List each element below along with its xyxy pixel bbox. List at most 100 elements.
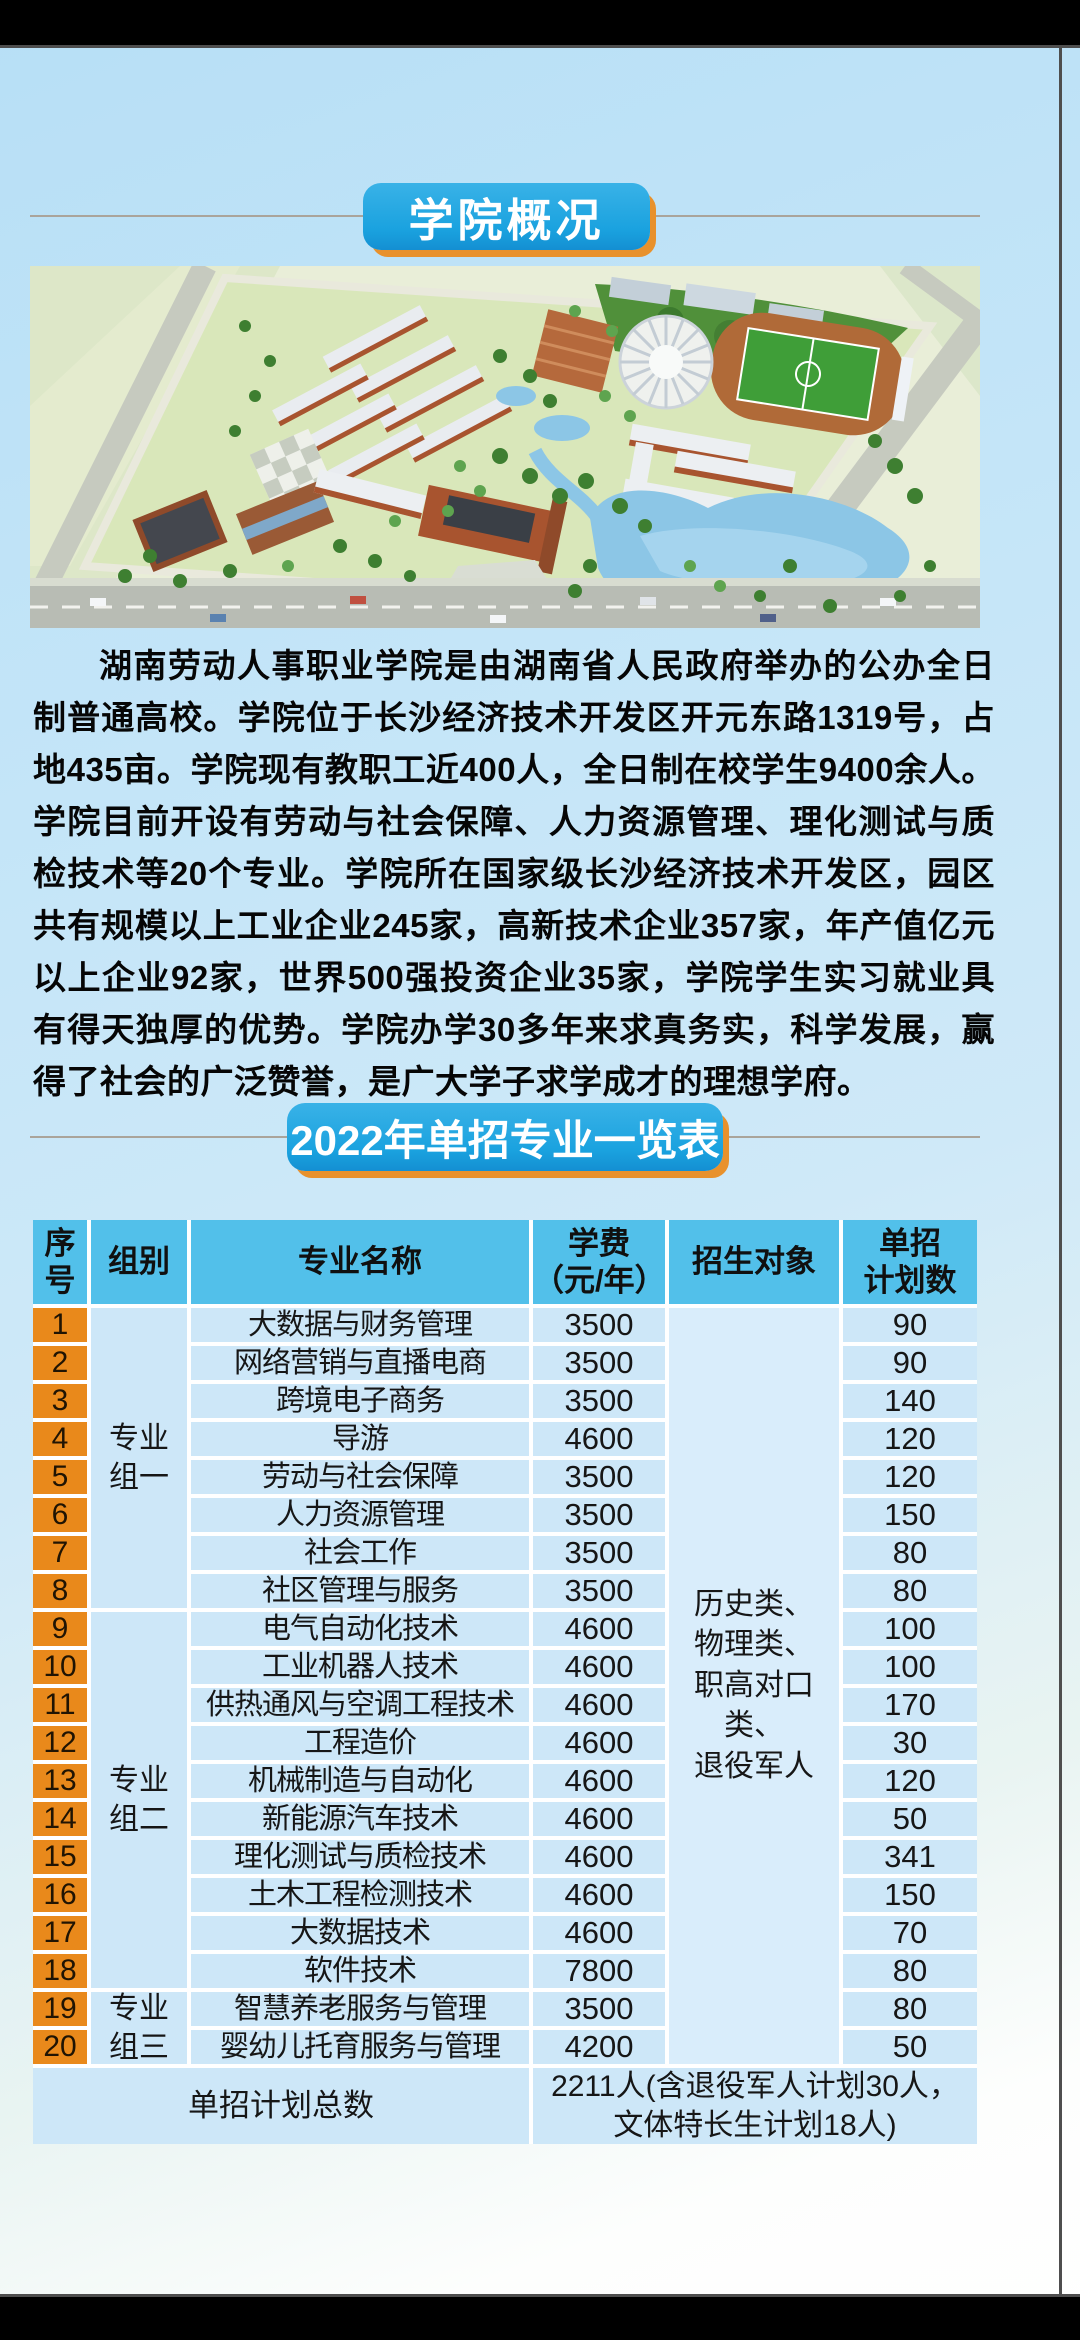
majors-table: 序 号组别 专业名称 学费 （元/年） 招生对象 单招 计划数 1 大数据与财务管理 3500… — [33, 1220, 977, 2144]
table-header-cell: 专业名称 — [191, 1220, 529, 1304]
trees — [118, 320, 936, 613]
major-name-cell: 机械制造与自动化 — [191, 1764, 529, 1798]
row-number-cell: 18 — [33, 1954, 87, 1988]
plan-count-cell: 120 — [843, 1421, 977, 1456]
row-number-cell: 7 — [33, 1536, 87, 1570]
major-name-cell: 工业机器人技术 — [191, 1650, 529, 1684]
tuition-cell: 3500 — [533, 1573, 665, 1608]
section-title-majors: 2022年单招专业一览表 — [287, 1103, 723, 1171]
row-number-cell: 17 — [33, 1916, 87, 1950]
group-cell: 专业 组二 — [91, 1612, 187, 1988]
major-name-cell: 软件技术 — [191, 1954, 529, 1988]
plan-count-cell: 80 — [843, 1991, 977, 2026]
dormitory-rows — [272, 305, 513, 487]
stadium — [710, 312, 914, 436]
plan-count-cell: 70 — [843, 1915, 977, 1950]
cars — [90, 596, 896, 623]
major-name-cell: 新能源汽车技术 — [191, 1802, 529, 1836]
major-name-cell: 电气自动化技术 — [191, 1612, 529, 1646]
plan-count-cell: 100 — [843, 1649, 977, 1684]
tuition-cell: 4600 — [533, 1763, 665, 1798]
major-name-cell: 人力资源管理 — [191, 1498, 529, 1532]
row-number-cell: 6 — [33, 1498, 87, 1532]
major-name-cell: 工程造价 — [191, 1726, 529, 1760]
plan-count-cell: 80 — [843, 1535, 977, 1570]
row-number-cell: 3 — [33, 1384, 87, 1418]
tuition-cell: 4600 — [533, 1421, 665, 1456]
row-number-cell: 11 — [33, 1688, 87, 1722]
row-number-cell: 12 — [33, 1726, 87, 1760]
major-name-cell: 导游 — [191, 1422, 529, 1456]
row-number-cell: 14 — [33, 1802, 87, 1836]
major-name-cell: 劳动与社会保障 — [191, 1460, 529, 1494]
major-name-cell: 土木工程检测技术 — [191, 1878, 529, 1912]
row-number-cell: 8 — [33, 1574, 87, 1608]
tuition-cell: 3500 — [533, 1459, 665, 1494]
plan-count-cell: 90 — [843, 1345, 977, 1380]
tuition-cell: 3500 — [533, 1497, 665, 1532]
road-left — [30, 266, 216, 602]
table-header-cell: 组别 — [91, 1220, 187, 1304]
plan-count-cell: 30 — [843, 1725, 977, 1760]
tuition-cell: 4600 — [533, 1839, 665, 1874]
page-edge-line — [1059, 48, 1062, 2294]
tuition-cell: 4600 — [533, 1649, 665, 1684]
plan-count-cell: 80 — [843, 1953, 977, 1988]
row-number-cell: 15 — [33, 1840, 87, 1874]
tuition-cell: 7800 — [533, 1953, 665, 1988]
bottom-black-bar — [0, 2294, 1080, 2340]
row-number-cell: 13 — [33, 1764, 87, 1798]
plan-count-cell: 150 — [843, 1877, 977, 1912]
group-cell: 专业 组三 — [91, 1992, 187, 2064]
plan-count-cell: 341 — [843, 1839, 977, 1874]
tuition-cell: 4600 — [533, 1801, 665, 1836]
section-title-overview: 学院概况 — [363, 183, 650, 250]
campus-aerial-image — [30, 266, 980, 628]
plan-count-cell: 50 — [843, 1801, 977, 1836]
plan-count-cell: 100 — [843, 1611, 977, 1646]
major-name-cell: 社区管理与服务 — [191, 1574, 529, 1608]
total-label-cell: 单招计划总数 — [33, 2068, 529, 2144]
target-cell: 历史类、 物理类、 职高对口类、 退役军人 — [669, 1308, 839, 2064]
plan-count-cell: 120 — [843, 1459, 977, 1494]
tuition-cell: 4600 — [533, 1877, 665, 1912]
tuition-cell: 3500 — [533, 1345, 665, 1380]
major-name-cell: 理化测试与质检技术 — [191, 1840, 529, 1874]
about-paragraph: 湖南劳动人事职业学院是由湖南省人民政府举办的公办全日制普通高校。学院位于长沙经济… — [33, 647, 995, 1100]
row-number-cell: 16 — [33, 1878, 87, 1912]
tuition-cell: 4600 — [533, 1725, 665, 1760]
row-number-cell: 9 — [33, 1612, 87, 1646]
total-value-cell: 2211人(含退役军人计划30人， 文体特长生计划18人) — [533, 2068, 977, 2144]
row-number-cell: 2 — [33, 1346, 87, 1380]
plan-count-cell: 50 — [843, 2029, 977, 2064]
plan-count-cell: 170 — [843, 1687, 977, 1722]
table-header-cell: 单招 计划数 — [843, 1220, 977, 1304]
top-black-bar — [0, 0, 1080, 48]
row-number-cell: 19 — [33, 1992, 87, 2026]
tuition-cell: 3500 — [533, 1991, 665, 2026]
row-number-cell: 5 — [33, 1460, 87, 1494]
major-name-cell: 供热通风与空调工程技术 — [191, 1688, 529, 1722]
tuition-cell: 4600 — [533, 1687, 665, 1722]
plan-count-cell: 80 — [843, 1573, 977, 1608]
dome-building — [618, 314, 714, 410]
table-header-cell: 学费 （元/年） — [533, 1220, 666, 1304]
tuition-cell: 3500 — [533, 1535, 665, 1570]
tuition-cell: 4200 — [533, 2029, 665, 2064]
major-name-cell: 婴幼儿托育服务与管理 — [191, 2030, 529, 2064]
plan-count-cell: 140 — [843, 1383, 977, 1418]
row-number-cell: 10 — [33, 1650, 87, 1684]
major-name-cell: 智慧养老服务与管理 — [191, 1992, 529, 2026]
plan-count-cell: 120 — [843, 1763, 977, 1798]
row-number-cell: 1 — [33, 1308, 87, 1342]
group-cell: 专业 组一 — [91, 1308, 187, 1608]
major-name-cell: 社会工作 — [191, 1536, 529, 1570]
tuition-cell: 4600 — [533, 1915, 665, 1950]
tuition-cell: 3500 — [533, 1383, 665, 1418]
major-name-cell: 跨境电子商务 — [191, 1384, 529, 1418]
tuition-cell: 3500 — [533, 1307, 665, 1342]
table-header-cell: 招生对象 — [669, 1220, 839, 1304]
plan-count-cell: 150 — [843, 1497, 977, 1532]
tuition-cell: 4600 — [533, 1611, 665, 1646]
